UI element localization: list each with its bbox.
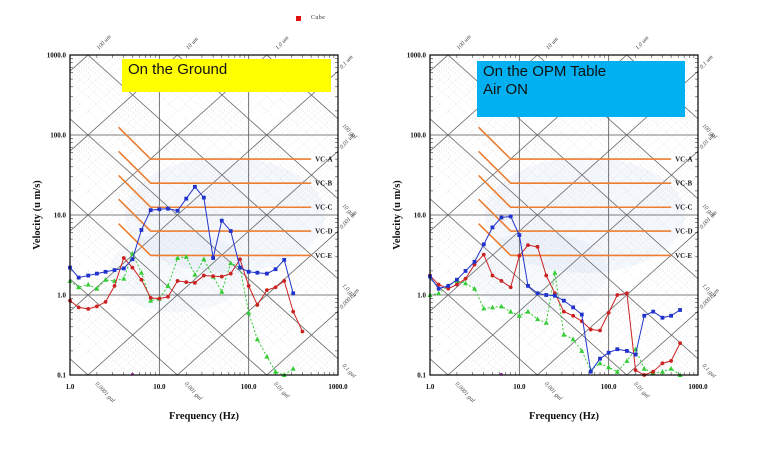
chart-title-ground-line1: On the Ground [128,61,228,78]
chart-text: 0.1 [57,371,66,379]
legend: Cube [296,15,325,21]
chart-text: 10 um [545,36,560,51]
chart-text: Frequency (Hz) [169,411,240,422]
chart-text: 0.1 [417,371,426,379]
vc-line-VC-B [118,150,312,184]
chart-text: 1.0 [57,291,66,299]
chart-text: 0.1 um [699,54,715,71]
legend-marker-red-square [296,15,301,21]
stray-point [500,373,503,376]
chart-text: VC-A [675,156,693,164]
vc-line-VC-B [478,150,672,184]
chart-text: 1.0 um [275,35,291,52]
chart-text: 1000.0 [328,383,348,391]
chart-text: VC-D [675,228,693,236]
chart-text: 1.0 [417,291,426,299]
vc-line-VC-D [478,198,672,232]
chart-text: 1.0 um [635,35,651,52]
watermark [468,232,608,312]
chart-text: VC-B [675,180,692,188]
chart-text: 10.0 [54,211,67,219]
data-series [427,214,683,377]
chart-title-ground: On the Ground [122,59,331,92]
chart-ground-canvas: VC-AVC-BVC-CVC-DVC-E1000.0100.010.01.00.… [32,34,361,422]
chart-text: 1.0 [426,383,435,391]
chart-text: VC-C [675,204,693,212]
chart-text: 0.1 um [339,54,355,71]
chart-text: 100 um [96,34,113,52]
chart-text: Velocity (u m/s) [392,180,403,250]
watermark [108,232,248,312]
plot-border [429,54,699,376]
chart-text: 1000.0 [688,383,708,391]
chart-text: VC-C [315,204,333,212]
data-series [67,184,305,377]
chart-text: Frequency (Hz) [529,411,600,422]
chart-text: Velocity (u m/s) [32,180,43,250]
chart-text: 0.01 gal [272,381,290,400]
plot-border [69,54,339,376]
stray-point [131,373,134,376]
chart-text: 1000.0 [47,51,67,59]
chart-title-opm-table: On the OPM Table Air ON [477,61,685,117]
chart-text: VC-B [315,180,332,188]
chart-text: VC-D [315,228,333,236]
chart-text: 100.0 [50,131,66,139]
chart-text: 0.001 gal [543,381,563,402]
chart-text: 10.0 [153,383,166,391]
chart-title-opm-line1: On the OPM Table [483,63,607,80]
chart-text: 100.0 [410,131,426,139]
chart-text: 10 um [185,36,200,51]
nomogram-grid [70,55,338,375]
vc-line-VC-D [118,198,312,232]
chart-text: 1000.0 [407,51,427,59]
vc-lines: VC-A VC-B VC-C VC-D VC-E [118,126,333,260]
legend-label: Cube [311,15,326,21]
chart-text: 0.1 gal [701,363,717,380]
vc-line-VC-A [118,126,312,160]
chart-text: 10.0 [513,383,526,391]
vc-line-VC-E [118,223,312,257]
chart-text: 100.0 [601,383,617,391]
vc-line-VC-C [118,174,312,209]
chart-title-opm-line2: Air ON [483,81,528,99]
chart-text: 1.0 [66,383,75,391]
chart-text: 0.01 gal [632,381,650,400]
vc-line-VC-A [478,126,672,160]
chart-text: VC-E [315,252,332,260]
chart-text: 0.0001 gal [94,381,116,404]
chart-text: 100.0 [241,383,257,391]
chart-text: 0.0001 gal [454,381,476,404]
chart-text: VC-A [315,156,333,164]
chart-text: 10.0 [414,211,427,219]
chart-text: VC-E [675,252,692,260]
chart-text: 0.1 gal [341,363,357,380]
vc-line-VC-C [478,174,672,209]
chart-text: 100 um [456,34,473,52]
chart-text: 0.001 gal [183,381,203,402]
